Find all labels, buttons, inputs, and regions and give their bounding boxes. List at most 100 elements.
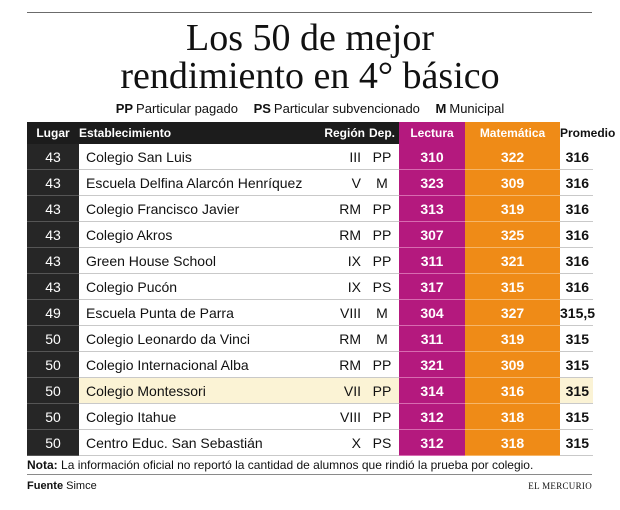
cell-promedio: 316 — [560, 273, 593, 300]
cell-dep: PP — [365, 403, 399, 430]
table-row: 50 Colegio Montessori VII PP 314 316 315 — [27, 377, 593, 404]
cell-region: X — [307, 429, 365, 456]
cell-lectura: 304 — [399, 299, 465, 326]
legend-item-pp: PP Particular pagado — [115, 101, 238, 116]
cell-promedio: 315 — [560, 351, 593, 378]
cell-establecimiento: Colegio San Luis — [79, 144, 307, 170]
cell-lectura: 314 — [399, 377, 465, 404]
cell-lugar: 50 — [27, 403, 79, 430]
legend: PP Particular pagado PS Particular subvenc… — [0, 101, 620, 116]
cell-lugar: 43 — [27, 144, 79, 170]
cell-promedio: 315 — [560, 403, 593, 430]
cell-lugar: 43 — [27, 169, 79, 196]
cell-lectura: 311 — [399, 325, 465, 352]
cell-lugar: 43 — [27, 195, 79, 222]
cell-establecimiento: Escuela Delfina Alarcón Henríquez — [79, 169, 307, 196]
cell-lectura: 312 — [399, 429, 465, 456]
cell-lectura: 323 — [399, 169, 465, 196]
cell-matematica: 318 — [465, 403, 560, 430]
cell-lugar: 43 — [27, 221, 79, 248]
cell-matematica: 309 — [465, 351, 560, 378]
cell-region: V — [307, 169, 365, 196]
table-header-row: Lugar Establecimiento Región Dep. Lectur… — [27, 122, 615, 144]
footnote: Nota: La información oficial no reportó … — [27, 458, 534, 472]
cell-lectura: 312 — [399, 403, 465, 430]
header-promedio: Promedio — [560, 122, 615, 144]
cell-promedio: 316 — [560, 247, 593, 274]
cell-establecimiento: Green House School — [79, 247, 307, 274]
cell-region: RM — [307, 325, 365, 352]
cell-dep: PS — [365, 273, 399, 300]
cell-establecimiento: Centro Educ. San Sebastián — [79, 429, 307, 456]
cell-promedio: 316 — [560, 195, 593, 222]
cell-promedio: 315 — [560, 429, 593, 456]
cell-lugar: 49 — [27, 299, 79, 326]
cell-matematica: 318 — [465, 429, 560, 456]
cell-establecimiento: Colegio Montessori — [79, 377, 307, 404]
cell-lugar: 50 — [27, 377, 79, 404]
publisher-brand: EL MERCURIO — [528, 481, 592, 491]
table-row: 43 Colegio San Luis III PP 310 322 316 — [27, 144, 593, 170]
header-lectura: Lectura — [399, 122, 465, 144]
cell-region: VIII — [307, 299, 365, 326]
table-row: 43 Green House School IX PP 311 321 316 — [27, 247, 593, 274]
cell-matematica: 315 — [465, 273, 560, 300]
table-row: 43 Colegio Francisco Javier RM PP 313 319 316 — [27, 195, 593, 222]
cell-establecimiento: Colegio Francisco Javier — [79, 195, 307, 222]
cell-matematica: 316 — [465, 377, 560, 404]
table-row: 43 Colegio Pucón IX PS 317 315 316 — [27, 273, 593, 300]
table-row: 50 Colegio Leonardo da Vinci RM M 311 319 315 — [27, 325, 593, 352]
cell-region: IX — [307, 273, 365, 300]
cell-promedio: 315 — [560, 325, 593, 352]
cell-matematica: 325 — [465, 221, 560, 248]
cell-dep: PP — [365, 377, 399, 404]
cell-establecimiento: Colegio Akros — [79, 221, 307, 248]
cell-promedio: 316 — [560, 144, 593, 170]
cell-dep: PP — [365, 195, 399, 222]
cell-matematica: 309 — [465, 169, 560, 196]
cell-lectura: 321 — [399, 351, 465, 378]
cell-region: III — [307, 144, 365, 170]
cell-dep: PP — [365, 247, 399, 274]
header-region: Región — [307, 122, 365, 144]
legend-item-ps: PS Particular subvencionado — [253, 101, 420, 116]
cell-promedio: 316 — [560, 221, 593, 248]
header-dep: Dep. — [365, 122, 399, 144]
table-row: 50 Centro Educ. San Sebastián X PS 312 318 315 — [27, 429, 593, 456]
cell-promedio: 316 — [560, 169, 593, 196]
cell-region: RM — [307, 351, 365, 378]
cell-lugar: 50 — [27, 429, 79, 456]
cell-region: VIII — [307, 403, 365, 430]
header-establecimiento: Establecimiento — [79, 122, 307, 144]
cell-dep: M — [365, 169, 399, 196]
cell-dep: M — [365, 299, 399, 326]
cell-dep: PP — [365, 221, 399, 248]
cell-matematica: 321 — [465, 247, 560, 274]
cell-lugar: 50 — [27, 351, 79, 378]
cell-dep: PS — [365, 429, 399, 456]
page-title-line-1: Los 50 de mejor — [185, 17, 434, 59]
table-row: 50 Colegio Itahue VIII PP 312 318 315 — [27, 403, 593, 430]
cell-lugar: 50 — [27, 325, 79, 352]
cell-promedio: 315,5 — [560, 299, 595, 326]
cell-establecimiento: Colegio Leonardo da Vinci — [79, 325, 307, 352]
cell-lectura: 310 — [399, 144, 465, 170]
cell-establecimiento: Colegio Internacional Alba — [79, 351, 307, 378]
cell-matematica: 322 — [465, 144, 560, 170]
header-lugar: Lugar — [27, 122, 79, 144]
cell-establecimiento: Colegio Pucón — [79, 273, 307, 300]
table-row: 50 Colegio Internacional Alba RM PP 321 309 31… — [27, 351, 593, 378]
cell-region: VII — [307, 377, 365, 404]
header-matematica: Matemática — [465, 122, 560, 144]
cell-matematica: 327 — [465, 299, 560, 326]
cell-matematica: 319 — [465, 195, 560, 222]
cell-promedio: 315 — [560, 377, 593, 404]
cell-region: RM — [307, 221, 365, 248]
source-credit: Fuente Simce — [27, 480, 97, 492]
cell-lectura: 307 — [399, 221, 465, 248]
cell-lugar: 43 — [27, 273, 79, 300]
cell-dep: M — [365, 325, 399, 352]
legend-item-m: M Municipal — [435, 101, 505, 116]
cell-dep: PP — [365, 351, 399, 378]
table-row: 43 Escuela Delfina Alarcón Henríquez V M 323… — [27, 169, 593, 196]
